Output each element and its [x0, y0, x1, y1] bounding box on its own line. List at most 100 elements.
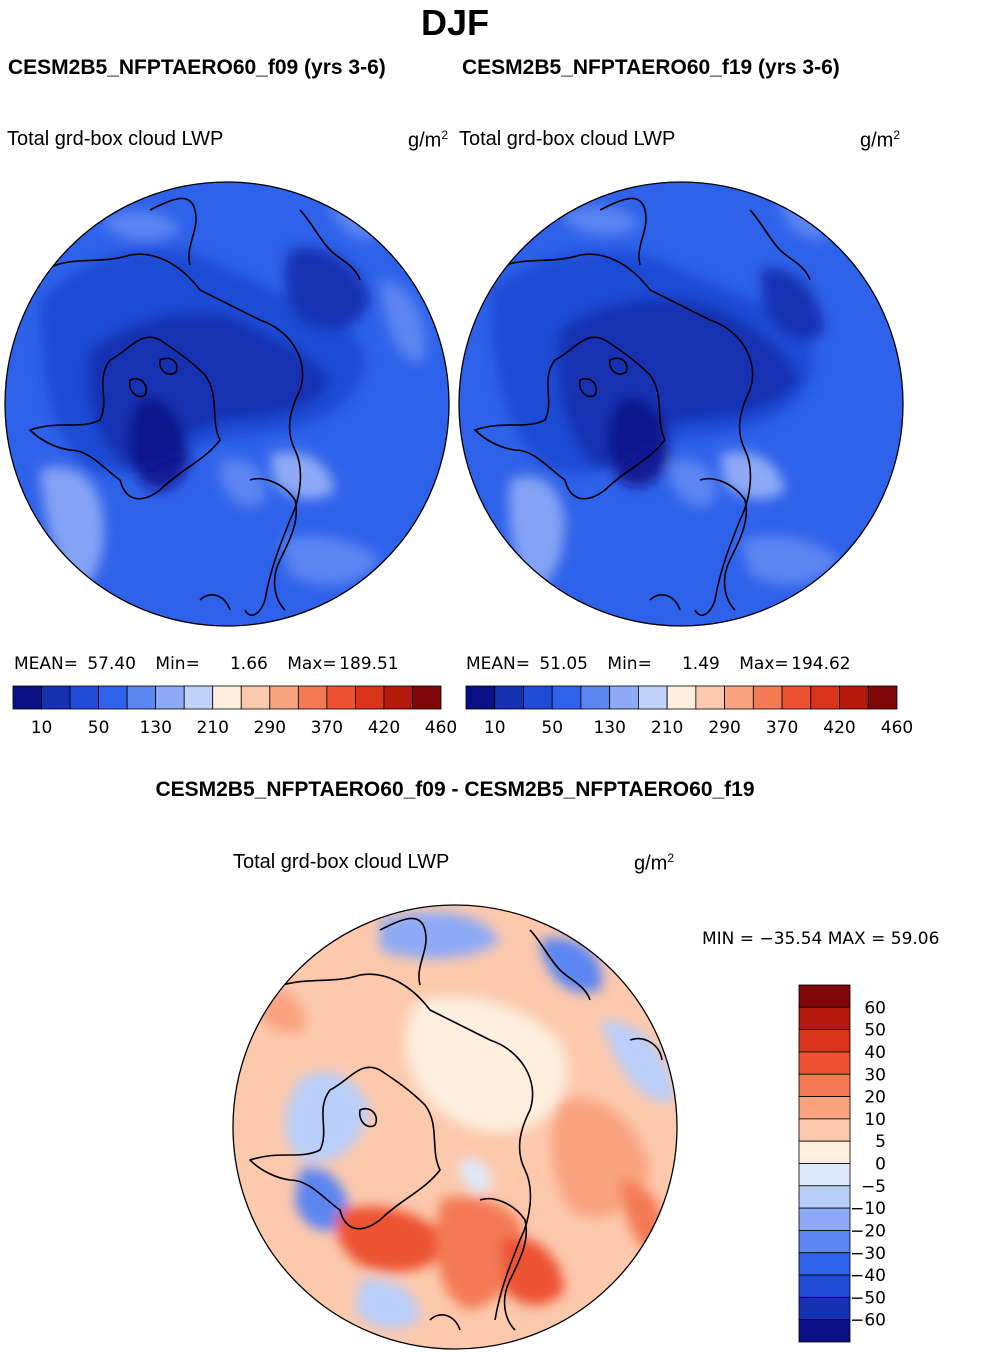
colorbar-box	[798, 1029, 851, 1053]
colorbar-box	[798, 1252, 851, 1276]
colorbar-box	[752, 685, 783, 710]
colorbar-box	[297, 685, 328, 710]
colorbar-box	[523, 685, 553, 710]
colorbar-box	[465, 685, 496, 710]
colorbar-tick-label: 50	[864, 1021, 886, 1041]
colorbar-box	[724, 685, 754, 710]
colorbar-box	[798, 1230, 851, 1254]
colorbar-box	[494, 685, 524, 710]
colorbar-tick-label: 5	[875, 1132, 886, 1152]
left-panel-units: g/m2	[408, 128, 449, 152]
figure-title: DJF	[420, 2, 489, 43]
colorbar-box	[69, 685, 99, 710]
colorbar-tick-label: 60	[864, 998, 886, 1018]
colorbar-box	[798, 984, 851, 1008]
right-map-border	[458, 181, 904, 627]
colorbar-box	[580, 685, 611, 710]
difference-minmax: MIN = −35.54 MAX = 59.06	[702, 929, 940, 949]
colorbar-tick-label: 0	[875, 1155, 886, 1175]
colorbar-tick-label: −20	[850, 1221, 886, 1241]
colorbar-tick-label: 370	[311, 718, 343, 738]
colorbar-box	[798, 1051, 851, 1075]
colorbar-box	[781, 685, 812, 710]
colorbar-box	[609, 685, 639, 710]
colorbar-box	[354, 685, 385, 710]
colorbar-box	[798, 1006, 851, 1031]
colorbar-box	[798, 1207, 851, 1231]
colorbar-box	[798, 1274, 851, 1298]
colorbar-tick-label: 130	[139, 718, 171, 738]
right-panel-units: g/m2	[860, 128, 901, 152]
left-colorbar: 10 50 130 210 290 370 420 460	[12, 685, 457, 738]
colorbar-box	[412, 685, 442, 710]
right-polar-map	[459, 182, 903, 626]
colorbar-box	[12, 685, 42, 710]
colorbar-box	[695, 685, 725, 710]
colorbar-tick-label: −40	[850, 1266, 886, 1286]
colorbar-box	[798, 1163, 851, 1187]
colorbar-box	[798, 1073, 851, 1097]
colorbar-box	[798, 1118, 851, 1142]
colorbar-tick-label: 40	[864, 1043, 886, 1063]
colorbar-tick-label: 20	[864, 1088, 886, 1108]
colorbar-box	[798, 1140, 851, 1164]
colorbar-box	[240, 685, 271, 710]
difference-units: g/m2	[634, 851, 675, 875]
colorbar-tick-label: 370	[766, 718, 798, 738]
colorbar-box	[98, 685, 128, 710]
colorbar-box	[551, 685, 582, 710]
colorbar-tick-label: −10	[850, 1199, 886, 1219]
colorbar-tick-label: 210	[197, 718, 229, 738]
colorbar-tick-label: −50	[850, 1288, 886, 1308]
left-map-border	[4, 181, 450, 627]
colorbar-box	[126, 685, 157, 710]
difference-title: CESM2B5_NFPTAERO60_f09 - CESM2B5_NFPTAER…	[155, 778, 755, 801]
colorbar-tick-label: 10	[484, 718, 506, 738]
colorbar-tick-label: 420	[368, 718, 400, 738]
colorbar-box	[41, 685, 71, 710]
colorbar-box	[383, 685, 413, 710]
colorbar-tick-label: 420	[823, 718, 855, 738]
colorbar-tick-label: 130	[593, 718, 625, 738]
right-panel-case-title: CESM2B5_NFPTAERO60_f19 (yrs 3-6)	[462, 56, 840, 79]
left-panel-case-title: CESM2B5_NFPTAERO60_f09 (yrs 3-6)	[8, 56, 386, 79]
colorbar-box	[212, 685, 242, 710]
colorbar-box	[183, 685, 214, 710]
colorbar-box	[638, 685, 668, 710]
colorbar-tick-label: 290	[254, 718, 286, 738]
colorbar-tick-label: 460	[425, 718, 457, 738]
colorbar-box	[326, 685, 356, 710]
colorbar-box	[269, 685, 299, 710]
colorbar-box	[798, 1319, 851, 1343]
colorbar-tick-label: 210	[651, 718, 683, 738]
colorbar-box	[666, 685, 697, 710]
colorbar-tick-label: −60	[850, 1311, 886, 1331]
colorbar-box	[155, 685, 185, 710]
colorbar-box	[798, 1096, 851, 1120]
colorbar-box	[798, 1296, 851, 1321]
left-panel-stats: MEAN= 57.40 Min= 1.66 Max= 189.51	[14, 654, 399, 674]
colorbar-tick-label: 30	[864, 1065, 886, 1085]
colorbar-box	[810, 685, 840, 710]
colorbar-tick-label: 460	[881, 718, 913, 738]
colorbar-tick-label: 50	[541, 718, 563, 738]
colorbar-box	[867, 685, 898, 710]
colorbar-tick-label: 50	[88, 718, 110, 738]
right-colorbar: 10 50 130 210 290 370 420 460	[465, 685, 913, 738]
right-panel-stats: MEAN= 51.05 Min= 1.49 Max= 194.62	[466, 654, 851, 674]
colorbar-box	[839, 685, 869, 710]
colorbar-tick-label: 10	[31, 718, 53, 738]
left-polar-map	[5, 182, 449, 626]
colorbar-box	[798, 1185, 851, 1209]
difference-map-border	[232, 904, 678, 1350]
right-panel-variable: Total grd-box cloud LWP	[459, 128, 676, 150]
difference-variable: Total grd-box cloud LWP	[233, 851, 450, 873]
colorbar-tick-label: −30	[850, 1244, 886, 1264]
left-panel-variable: Total grd-box cloud LWP	[7, 128, 224, 150]
colorbar-tick-label: 290	[708, 718, 740, 738]
difference-polar-map	[233, 905, 677, 1349]
colorbar-tick-label: 10	[864, 1110, 886, 1130]
colorbar-tick-label: −5	[861, 1177, 886, 1197]
